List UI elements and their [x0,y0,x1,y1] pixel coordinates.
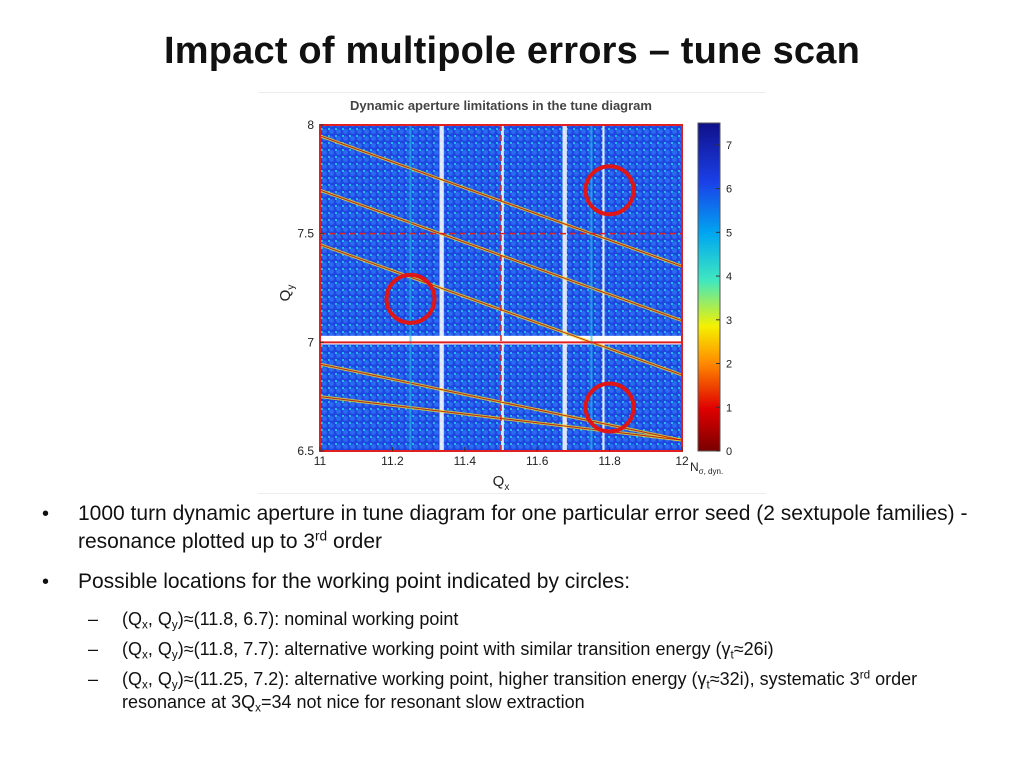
x-tick-label: 11.2 [381,454,404,468]
colorbar-tick-label: 4 [726,271,732,283]
dash-icon: – [88,669,99,689]
resonance-line [320,135,682,267]
x-tick-label: 11 [314,454,327,468]
colorbar-tick-label: 3 [726,315,732,327]
x-tick-label: 12 [675,454,689,468]
bullet-icon: • [42,571,50,593]
colorbar-label: Nσ, dyn. [690,460,723,476]
sub-bullet-list: – (Qx, Qy)≈(11.8, 6.7): nominal working … [40,608,990,714]
y-tick-label: 7.5 [297,227,314,241]
unstable-gap [602,125,605,451]
bullet-icon: • [42,503,50,525]
sub-bullet-item: – (Qx, Qy)≈(11.8, 6.7): nominal working … [88,609,459,632]
y-tick-label: 8 [307,118,314,132]
colorbar [697,122,721,452]
bullet-item: • Possible locations for the working poi… [40,568,990,596]
working-point-circle [384,272,437,325]
colorbar-tick-label: 5 [726,227,732,239]
x-tick-label: 11.4 [454,454,477,468]
colorbar-tick-label: 7 [726,140,732,152]
bullet-item: • 1000 turn dynamic aperture in tune dia… [42,502,968,553]
colorbar-tick-label: 0 [726,446,732,458]
x-tick-label: 11.8 [598,454,621,468]
tune-diagram-figure: Dynamic aperture limitations in the tune… [258,92,766,494]
tune-diagram-chart: Dynamic aperture limitations in the tune… [277,98,732,493]
sub-bullet-item: – (Qx, Qy)≈(11.8, 7.7): alternative work… [88,639,774,662]
colorbar-ticks: 0 1 2 3 4 5 6 7 [716,140,732,458]
dash-icon: – [88,639,99,659]
bullet-list: • 1000 turn dynamic aperture in tune dia… [40,500,990,721]
colorbar-tick-label: 6 [726,184,732,196]
y-tick-label: 7 [307,335,314,349]
working-point-circle [583,164,636,217]
dash-icon: – [88,609,99,629]
colorbar-tick-label: 1 [726,402,732,414]
y-tick-label: 6.5 [297,444,314,458]
unstable-gap [501,125,504,451]
x-tick-label: 11.6 [526,454,549,468]
slide-title: Impact of multipole errors – tune scan [164,30,860,72]
working-point-circles [384,164,636,434]
working-point-circle [583,381,636,434]
axes: 11 11.2 11.4 11.6 11.8 12 6.5 7 7.5 8 [297,118,689,468]
x-axis-label: Qx [493,473,510,493]
unstable-gap [562,125,567,451]
colorbar-tick-label: 2 [726,359,732,371]
figure-title: Dynamic aperture limitations in the tune… [350,98,652,113]
sub-bullet-item: – (Qx, Qy)≈(11.25, 7.2): alternative wor… [88,668,918,715]
y-axis-label: Qy [277,285,297,302]
